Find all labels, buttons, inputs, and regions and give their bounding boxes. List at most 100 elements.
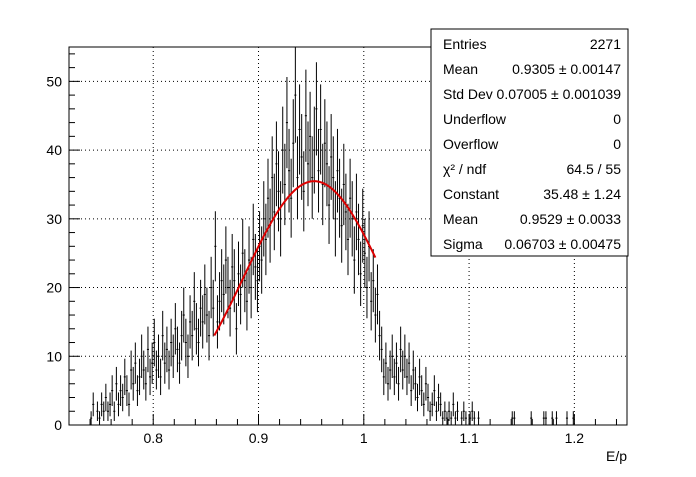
data-point bbox=[448, 401, 451, 421]
data-point bbox=[544, 411, 547, 425]
data-point bbox=[220, 249, 223, 313]
stats-label: Std Dev bbox=[443, 86, 493, 102]
data-point bbox=[357, 203, 360, 276]
data-point bbox=[262, 181, 265, 257]
data-point bbox=[327, 166, 331, 244]
data-point bbox=[530, 411, 533, 425]
data-point bbox=[464, 411, 467, 425]
x-tick-label-0: 0.8 bbox=[143, 430, 163, 446]
data-point bbox=[167, 350, 171, 390]
data-point bbox=[264, 203, 267, 276]
data-point bbox=[174, 303, 177, 355]
data-point bbox=[437, 383, 440, 412]
data-point bbox=[130, 350, 133, 390]
data-point bbox=[140, 334, 143, 379]
data-point bbox=[106, 401, 110, 421]
data-point bbox=[207, 310, 211, 361]
data-point bbox=[344, 173, 347, 251]
data-point bbox=[121, 383, 124, 412]
data-point bbox=[389, 350, 392, 390]
stats-label: Overflow bbox=[443, 136, 499, 152]
data-point bbox=[287, 128, 291, 213]
stats-value: 0.9305 ± 0.00147 bbox=[512, 61, 621, 77]
data-point bbox=[285, 77, 288, 169]
data-point bbox=[216, 295, 219, 349]
data-point bbox=[452, 392, 455, 417]
data-point bbox=[283, 143, 286, 226]
data-point bbox=[513, 411, 516, 425]
data-point bbox=[511, 411, 514, 425]
stats-box-frame bbox=[430, 28, 629, 257]
data-point bbox=[151, 342, 154, 384]
data-point bbox=[245, 272, 248, 331]
stats-value: 2271 bbox=[590, 36, 621, 52]
data-point bbox=[273, 173, 276, 251]
stats-value: 0.9529 ± 0.0033 bbox=[520, 211, 621, 227]
data-point bbox=[205, 287, 208, 343]
data-point bbox=[351, 181, 354, 257]
stats-label: Constant bbox=[443, 186, 499, 202]
data-point bbox=[90, 411, 93, 425]
data-point bbox=[132, 366, 135, 401]
data-point bbox=[380, 326, 383, 373]
data-point bbox=[231, 233, 234, 300]
data-point bbox=[405, 358, 409, 396]
stats-label: Underflow bbox=[443, 111, 507, 127]
y-tick-label-4: 40 bbox=[46, 142, 62, 158]
data-point bbox=[412, 350, 415, 390]
data-point bbox=[332, 136, 335, 219]
y-tick-label-2: 20 bbox=[46, 280, 62, 296]
data-point bbox=[127, 392, 131, 417]
data-point bbox=[292, 99, 295, 188]
data-point bbox=[355, 173, 358, 251]
data-point bbox=[138, 358, 141, 396]
data-point bbox=[157, 334, 160, 379]
data-point bbox=[361, 188, 364, 263]
data-point bbox=[426, 383, 430, 412]
data-point bbox=[378, 310, 381, 361]
data-point bbox=[321, 143, 324, 226]
data-point bbox=[96, 401, 99, 421]
stats-label: Entries bbox=[443, 36, 487, 52]
stats-label: Mean bbox=[443, 61, 478, 77]
data-point bbox=[300, 114, 303, 200]
data-point bbox=[433, 375, 436, 407]
x-axis-label: E/p bbox=[606, 448, 627, 464]
data-point bbox=[252, 203, 255, 276]
data-point bbox=[201, 295, 204, 349]
data-point bbox=[172, 334, 175, 379]
y-tick-label-0: 0 bbox=[54, 417, 62, 433]
data-point bbox=[210, 256, 213, 319]
data-point bbox=[298, 84, 301, 175]
data-point bbox=[454, 411, 457, 425]
data-point bbox=[422, 392, 425, 417]
data-point bbox=[399, 326, 402, 373]
data-point bbox=[418, 358, 421, 396]
data-point bbox=[374, 287, 377, 343]
data-point bbox=[565, 411, 569, 425]
data-point bbox=[473, 411, 476, 425]
data-point bbox=[323, 99, 326, 188]
data-point bbox=[325, 121, 328, 207]
data-point bbox=[302, 151, 305, 232]
data-point bbox=[296, 136, 299, 219]
data-point bbox=[146, 326, 150, 373]
data-point bbox=[256, 249, 259, 313]
stats-label: χ² / ndf bbox=[443, 161, 486, 177]
data-point bbox=[393, 358, 396, 396]
y-tick-label-3: 30 bbox=[46, 211, 62, 227]
data-point bbox=[222, 264, 225, 325]
data-points bbox=[90, 47, 575, 426]
data-point bbox=[233, 249, 236, 313]
data-point bbox=[471, 401, 474, 421]
data-point bbox=[100, 392, 103, 417]
data-point bbox=[113, 401, 116, 421]
data-point bbox=[435, 401, 438, 421]
data-point bbox=[445, 411, 449, 425]
data-point bbox=[311, 136, 314, 219]
x-tick-label-1: 0.9 bbox=[249, 430, 269, 446]
data-point bbox=[212, 279, 215, 337]
data-point bbox=[336, 128, 339, 213]
data-point bbox=[184, 318, 187, 367]
data-point bbox=[441, 411, 444, 425]
